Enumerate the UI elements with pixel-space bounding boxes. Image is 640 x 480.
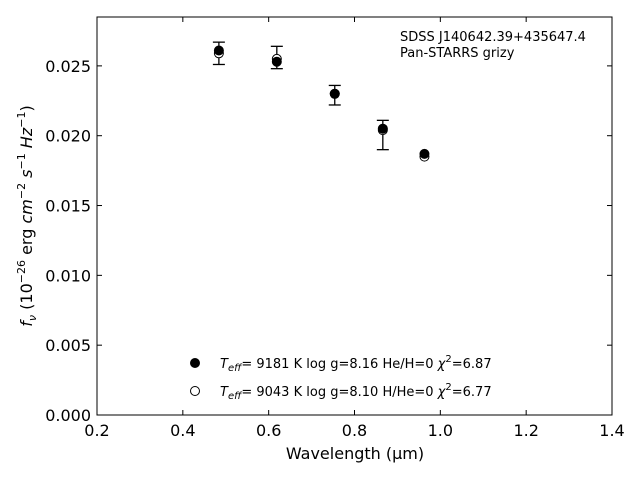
x-tick-label-4: 1.0	[428, 421, 453, 440]
x-tick-label-2: 0.6	[256, 421, 281, 440]
legend-comp-1: He/H=0	[382, 357, 433, 372]
x-tick-label-6: 1.4	[599, 421, 624, 440]
legend-chi-2: =6.77	[452, 385, 492, 400]
legend-teff-1: 9181 K	[256, 357, 302, 372]
y-tick-label-0: 0.000	[45, 406, 91, 425]
legend-chi-1: =6.87	[452, 357, 492, 372]
y-axis-label-unit: erg	[17, 229, 36, 255]
legend-marker-open	[190, 386, 200, 396]
y-tick-label-3: 0.015	[45, 197, 91, 216]
error-bars	[212, 41, 389, 151]
x-axis-label-text: Wavelength	[286, 444, 381, 463]
point-filled-0	[213, 45, 224, 56]
annotation-line-2: Pan-STARRS grizy	[400, 46, 515, 61]
x-axis-label-unit: μm	[392, 444, 418, 463]
point-filled-2	[329, 88, 340, 99]
x-tick-label-5: 1.2	[513, 421, 538, 440]
y-tick-label-5: 0.025	[45, 57, 91, 76]
legend-logg-2: log g=8.10	[306, 385, 378, 400]
y-axis-label: fν (10−26 erg cm−2 s−1 Hz−1)	[15, 105, 39, 326]
x-tick-label-0: 0.2	[84, 421, 109, 440]
x-tick-label-3: 0.8	[342, 421, 367, 440]
point-filled-3	[377, 123, 388, 134]
data-points	[213, 45, 430, 162]
y-tick-label-1: 0.005	[45, 336, 91, 355]
legend-logg-1: log g=8.16	[306, 357, 378, 372]
legend-entry-2: Teff= 9043 K log g=8.10 H/He=0 χ2=6.77	[220, 382, 492, 402]
legend-teff-2: 9043 K	[256, 385, 302, 400]
axis-ticks: 0.2 0.4 0.6 0.8 1.0 1.2 1.4 0.000 0.005 0.010 0.01…	[45, 17, 625, 440]
point-filled-4	[419, 148, 430, 159]
legend-comp-2: H/He=0	[382, 385, 433, 400]
point-filled-1	[271, 56, 282, 67]
x-axis-label: Wavelength (μm)	[286, 444, 424, 463]
annotation-line-1: SDSS J140642.39+435647.4	[400, 30, 586, 45]
legend-entry-1: Teff= 9181 K log g=8.16 He/H=0 χ2=6.87	[220, 354, 492, 374]
y-tick-label-2: 0.010	[45, 266, 91, 285]
y-tick-label-4: 0.020	[45, 127, 91, 146]
legend: Teff= 9181 K log g=8.16 He/H=0 χ2=6.87 T…	[190, 354, 492, 402]
legend-marker-filled	[190, 358, 200, 368]
x-tick-label-1: 0.4	[170, 421, 195, 440]
plot-frame	[96, 16, 613, 416]
